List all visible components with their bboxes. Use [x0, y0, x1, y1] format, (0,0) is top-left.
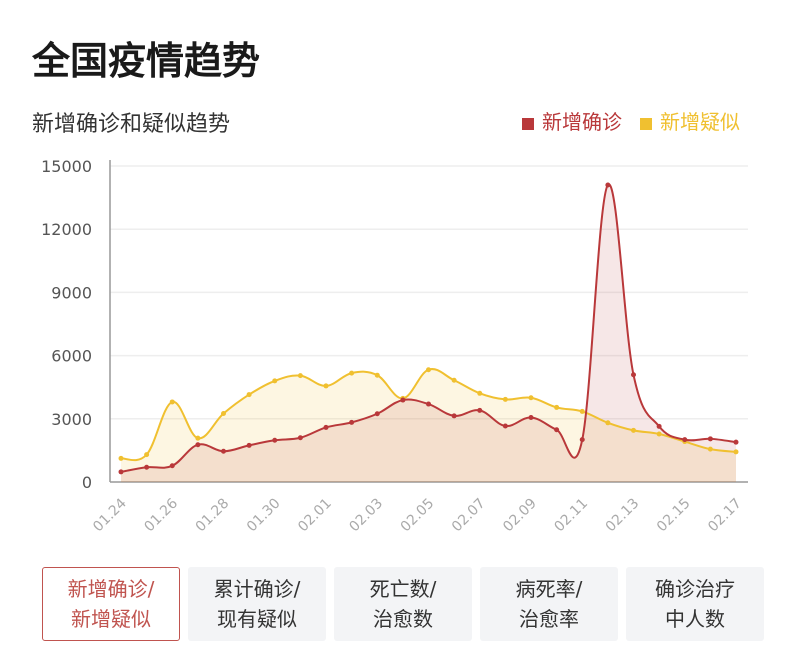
- data-point: [349, 370, 355, 376]
- data-point: [682, 437, 688, 443]
- data-point: [144, 452, 150, 458]
- data-point: [528, 395, 534, 401]
- x-tick-label: 02.13: [603, 496, 643, 536]
- tab-in-treatment[interactable]: 确诊治疗 中人数: [626, 567, 764, 641]
- legend-item-suspected[interactable]: 新增疑似: [640, 106, 740, 135]
- data-point: [656, 431, 662, 437]
- data-point: [323, 383, 329, 389]
- data-point: [477, 390, 483, 396]
- data-point: [246, 442, 252, 448]
- tab-label: 治愈数: [373, 607, 433, 631]
- tab-label: 确诊治疗: [655, 577, 735, 601]
- data-point: [195, 442, 201, 448]
- tab-label: 中人数: [665, 607, 725, 631]
- data-point: [605, 182, 611, 188]
- tab-label: 现有疑似: [217, 607, 297, 631]
- data-point: [707, 436, 713, 442]
- tab-label: 累计确诊/: [213, 577, 301, 601]
- tab-cumulative-confirmed[interactable]: 累计确诊/现有疑似: [188, 567, 326, 641]
- data-point: [631, 427, 636, 433]
- area-suspected: [121, 369, 736, 482]
- data-point: [554, 404, 560, 410]
- data-point: [554, 427, 560, 433]
- data-point: [400, 397, 406, 403]
- legend-label: 新增疑似: [660, 110, 740, 134]
- x-tick-label: 01.30: [244, 496, 284, 536]
- data-point: [426, 367, 431, 373]
- data-point: [631, 372, 636, 378]
- data-point: [502, 396, 508, 402]
- x-tick-label: 01.26: [141, 495, 181, 535]
- x-tick-label: 02.01: [295, 496, 335, 536]
- y-tick-label: 9000: [51, 283, 92, 302]
- data-point: [272, 378, 278, 384]
- data-point: [221, 411, 226, 417]
- data-point: [374, 372, 380, 378]
- data-point: [579, 408, 585, 414]
- data-point: [169, 399, 175, 405]
- data-point: [579, 437, 585, 443]
- data-point: [195, 435, 201, 441]
- data-point: [374, 411, 380, 417]
- trend-chart: 0 3000 6000 9000 12000 15000 01.24 01.26 01.28 01…: [41, 157, 748, 536]
- legend-label: 新增确诊: [542, 110, 622, 134]
- x-tick-label: 02.15: [654, 496, 694, 536]
- tab-label: 新增疑似: [71, 607, 151, 631]
- tab-deaths-cured[interactable]: 死亡数/治愈数: [334, 567, 472, 641]
- data-point: [733, 439, 739, 445]
- tab-label: 治愈率: [519, 607, 579, 631]
- tab-new-confirmed-suspected[interactable]: 新增确诊/新增疑似: [42, 567, 180, 641]
- y-tick-label: 12000: [41, 220, 92, 239]
- data-point: [451, 413, 457, 419]
- legend-item-confirmed[interactable]: 新增确诊: [522, 106, 622, 135]
- data-point: [297, 435, 303, 441]
- data-point: [426, 401, 431, 407]
- x-tick-label: 01.24: [90, 495, 130, 535]
- tab-label: 新增确诊/: [67, 577, 155, 601]
- data-point: [528, 415, 534, 421]
- y-tick-label: 6000: [51, 347, 92, 366]
- data-point: [297, 373, 303, 379]
- data-point: [656, 423, 662, 429]
- data-point: [144, 464, 150, 470]
- x-tick-label: 01.28: [193, 496, 233, 536]
- chart-tabs: 新增确诊/新增疑似 累计确诊/现有疑似 死亡数/治愈数 病死率/治愈率 确诊治疗…: [42, 567, 764, 641]
- tab-fatality-cure-rate[interactable]: 病死率/治愈率: [480, 567, 618, 641]
- legend: 新增确诊 新增疑似: [522, 106, 740, 135]
- x-tick-label: 02.05: [398, 496, 438, 536]
- data-point: [605, 420, 611, 426]
- data-point: [349, 419, 355, 425]
- y-tick-label: 15000: [41, 157, 92, 176]
- y-tick-label: 0: [82, 473, 92, 492]
- tab-label: 死亡数/: [369, 577, 437, 601]
- data-point: [221, 448, 226, 454]
- data-point: [502, 423, 508, 429]
- data-point: [118, 455, 124, 461]
- data-point: [707, 446, 713, 452]
- tab-label: 病死率/: [515, 577, 583, 601]
- data-point: [169, 463, 175, 469]
- y-tick-label: 3000: [51, 410, 92, 429]
- data-point: [733, 449, 739, 455]
- page-title: 全国疫情趋势: [32, 39, 261, 83]
- x-tick-label: 02.17: [705, 496, 745, 536]
- area-confirmed: [121, 184, 736, 482]
- data-point: [323, 424, 329, 430]
- data-point: [451, 377, 457, 383]
- x-tick-label: 02.03: [346, 496, 386, 536]
- data-point: [477, 407, 483, 413]
- x-tick-label: 02.11: [551, 496, 591, 536]
- data-point: [272, 437, 278, 443]
- chart-title: 新增确诊和疑似趋势: [32, 112, 231, 137]
- x-tick-label: 02.07: [449, 496, 489, 536]
- data-point: [246, 392, 252, 398]
- x-tick-label: 02.09: [500, 496, 540, 536]
- data-point: [118, 469, 124, 475]
